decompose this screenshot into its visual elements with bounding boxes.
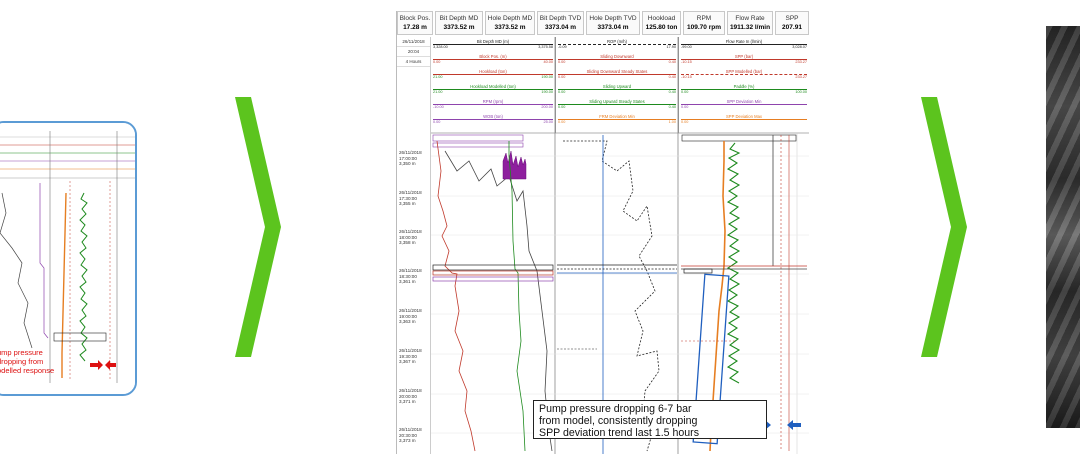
track1-bit-depth-curve	[444, 150, 553, 452]
drilling-log-panel: Block Pos. 17.28 m Bit Depth MD 3373.52 m …	[396, 11, 809, 454]
value-header: Block Pos. 17.28 m Bit Depth MD 3373.52 m …	[397, 11, 809, 35]
highlight-box	[692, 273, 730, 445]
depth-time-label: 26/11/2018 17:30:00 3,355 m	[399, 190, 422, 206]
time-now: 20:04	[397, 47, 430, 57]
depth-time-label: 26/11/2018 18:30:00 3,361 m	[399, 268, 422, 284]
depth-time-label: 26/11/2018 18:00:00 3,358 m	[399, 229, 422, 245]
chevron-right-icon	[235, 97, 281, 357]
track-header-1: Bit Depth MD (m) 3,328.00 3,375.58 Block P…	[431, 37, 556, 133]
blue-arrow-left-icon	[787, 420, 801, 430]
track-header-3: Flow Rate In (l/min) -99.00 3,028.07 SPP (…	[679, 37, 809, 133]
annotation-text: Pump pressure dropping 6-7 bar from mode…	[539, 403, 699, 439]
left-thumbnail: ump pressure dropping from odelled respo…	[0, 121, 137, 396]
depth-time-label: 26/11/2018 19:00:00 3,363 m	[399, 308, 422, 324]
left-callout-text: ump pressure dropping from odelled respo…	[0, 348, 55, 375]
depth-time-label: 26/11/2018 20:30:00 3,373 m	[399, 427, 422, 443]
header-cell-flow-rate: Flow Rate 1911.32 l/min	[727, 11, 773, 35]
log-tracks-plot	[431, 37, 809, 454]
header-cell-rpm: RPM 109.70 rpm	[683, 11, 725, 35]
track2-rop-curve	[563, 140, 660, 452]
header-cell-block-pos: Block Pos. 17.28 m	[397, 11, 433, 35]
time-date: 26/11/2018	[397, 37, 430, 47]
time-depth-column: 26/11/2018 20:04 4 Hours	[397, 37, 431, 454]
depth-time-label: 26/11/2018 19:30:00 3,367 m	[399, 348, 422, 364]
track1-hookload-modelled	[508, 141, 526, 452]
track-header-2: ROP (m/h) -0.09 17.90 Sliding Downward 0.00…	[556, 37, 679, 133]
track1-rpm-fill	[502, 150, 527, 180]
track3-paddle-curve	[726, 142, 741, 384]
header-cell-bit-depth-md: Bit Depth MD 3373.52 m	[435, 11, 483, 35]
drill-photo	[1046, 26, 1080, 428]
track1-marker	[432, 134, 524, 142]
depth-time-label: 26/11/2018 17:00:00 3,350 m	[399, 150, 422, 166]
header-cell-bit-depth-tvd: Bit Depth TVD 3373.04 m	[537, 11, 584, 35]
header-cell-spp: SPP 207.91	[775, 11, 809, 35]
header-cell-hookload: Hookload 125.80 ton	[642, 11, 681, 35]
left-thumbnail-plot	[0, 123, 135, 394]
header-cell-hole-depth-md: Hole Depth MD 3373.52 m	[485, 11, 535, 35]
chevron-right-icon	[921, 97, 967, 357]
track1-block-pos-curve	[436, 140, 476, 452]
annotation-callout: Pump pressure dropping 6-7 bar from mode…	[533, 400, 767, 439]
header-cell-hole-depth-tvd: Hole Depth TVD 3373.04 m	[586, 11, 640, 35]
time-range-selector[interactable]: 4 Hours	[397, 57, 430, 67]
depth-time-label: 26/11/2018 20:00:00 3,371 m	[399, 388, 422, 404]
